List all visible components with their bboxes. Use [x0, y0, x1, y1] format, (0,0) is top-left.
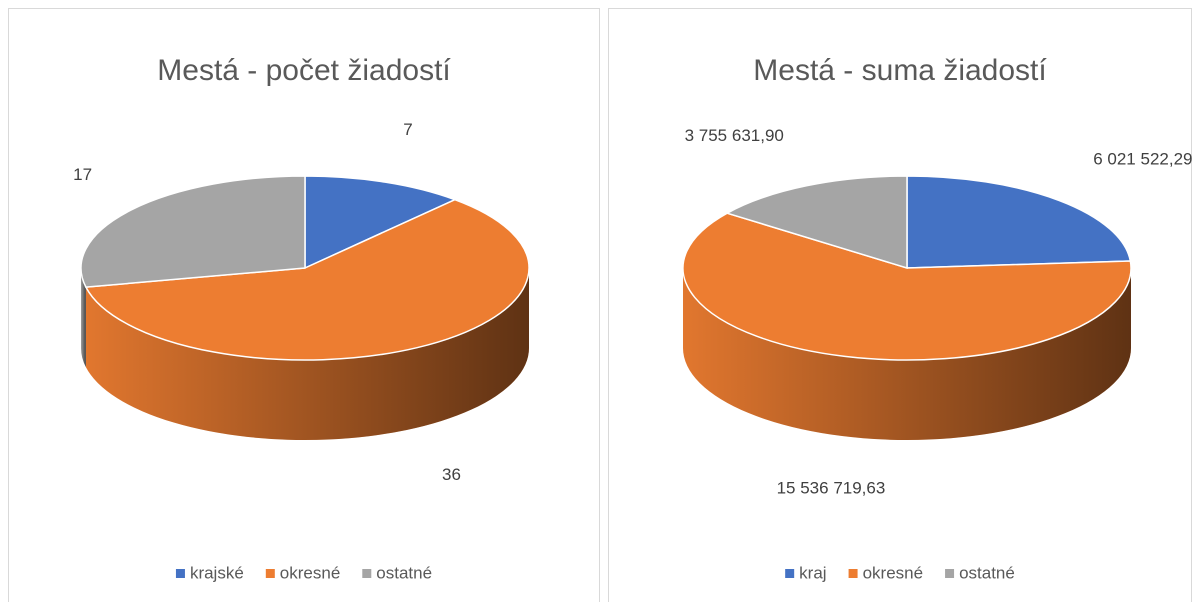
- legend-marker: [945, 569, 955, 578]
- pie-slice: [906, 175, 1132, 269]
- legend: krajské okresné ostatné: [175, 563, 432, 582]
- pie-slice: [84, 198, 530, 361]
- pie-sides: [683, 268, 1131, 440]
- labels: 6 021 522,29 15 536 719,63 3 755 631,90: [685, 126, 1193, 498]
- pie-slice: [80, 175, 306, 288]
- pie-side-shade: [85, 268, 530, 441]
- panel-border: [608, 8, 1192, 602]
- legend-label: okresné: [863, 563, 923, 582]
- pie-sides: [81, 268, 530, 441]
- legend-marker: [175, 569, 185, 578]
- legend-label: okresné: [280, 563, 340, 582]
- pie-slice: [304, 175, 457, 270]
- data-label: 6 021 522,29: [1093, 150, 1192, 169]
- legend-marker: [785, 569, 795, 578]
- legend-marker: [362, 569, 372, 578]
- pie-slice: [682, 212, 1132, 361]
- pie-side-shade: [81, 268, 86, 368]
- pie-tops: [682, 175, 1132, 361]
- data-label: 3 755 631,90: [685, 126, 784, 145]
- data-label: 17: [73, 165, 92, 184]
- chart-title: Mestá - počet žiadostí: [157, 54, 451, 87]
- chart-title: Mestá - suma žiadostí: [753, 54, 1047, 87]
- data-label: 7: [403, 120, 412, 139]
- legend-label: kraj: [799, 563, 826, 582]
- pie-side-shade: [683, 268, 1131, 440]
- legend-label: ostatné: [376, 563, 432, 582]
- legend-label: ostatné: [959, 563, 1015, 582]
- data-label: 15 536 719,63: [777, 479, 886, 498]
- legend-marker: [265, 569, 275, 578]
- pie-tops: [80, 175, 530, 361]
- legend-marker: [848, 569, 858, 578]
- legend: kraj okresné ostatné: [785, 563, 1015, 582]
- pie-slice: [725, 175, 908, 270]
- panel-border: [8, 8, 600, 602]
- legend-label: krajské: [190, 563, 244, 582]
- labels: 7 36 17: [73, 120, 461, 484]
- data-label: 36: [442, 465, 461, 484]
